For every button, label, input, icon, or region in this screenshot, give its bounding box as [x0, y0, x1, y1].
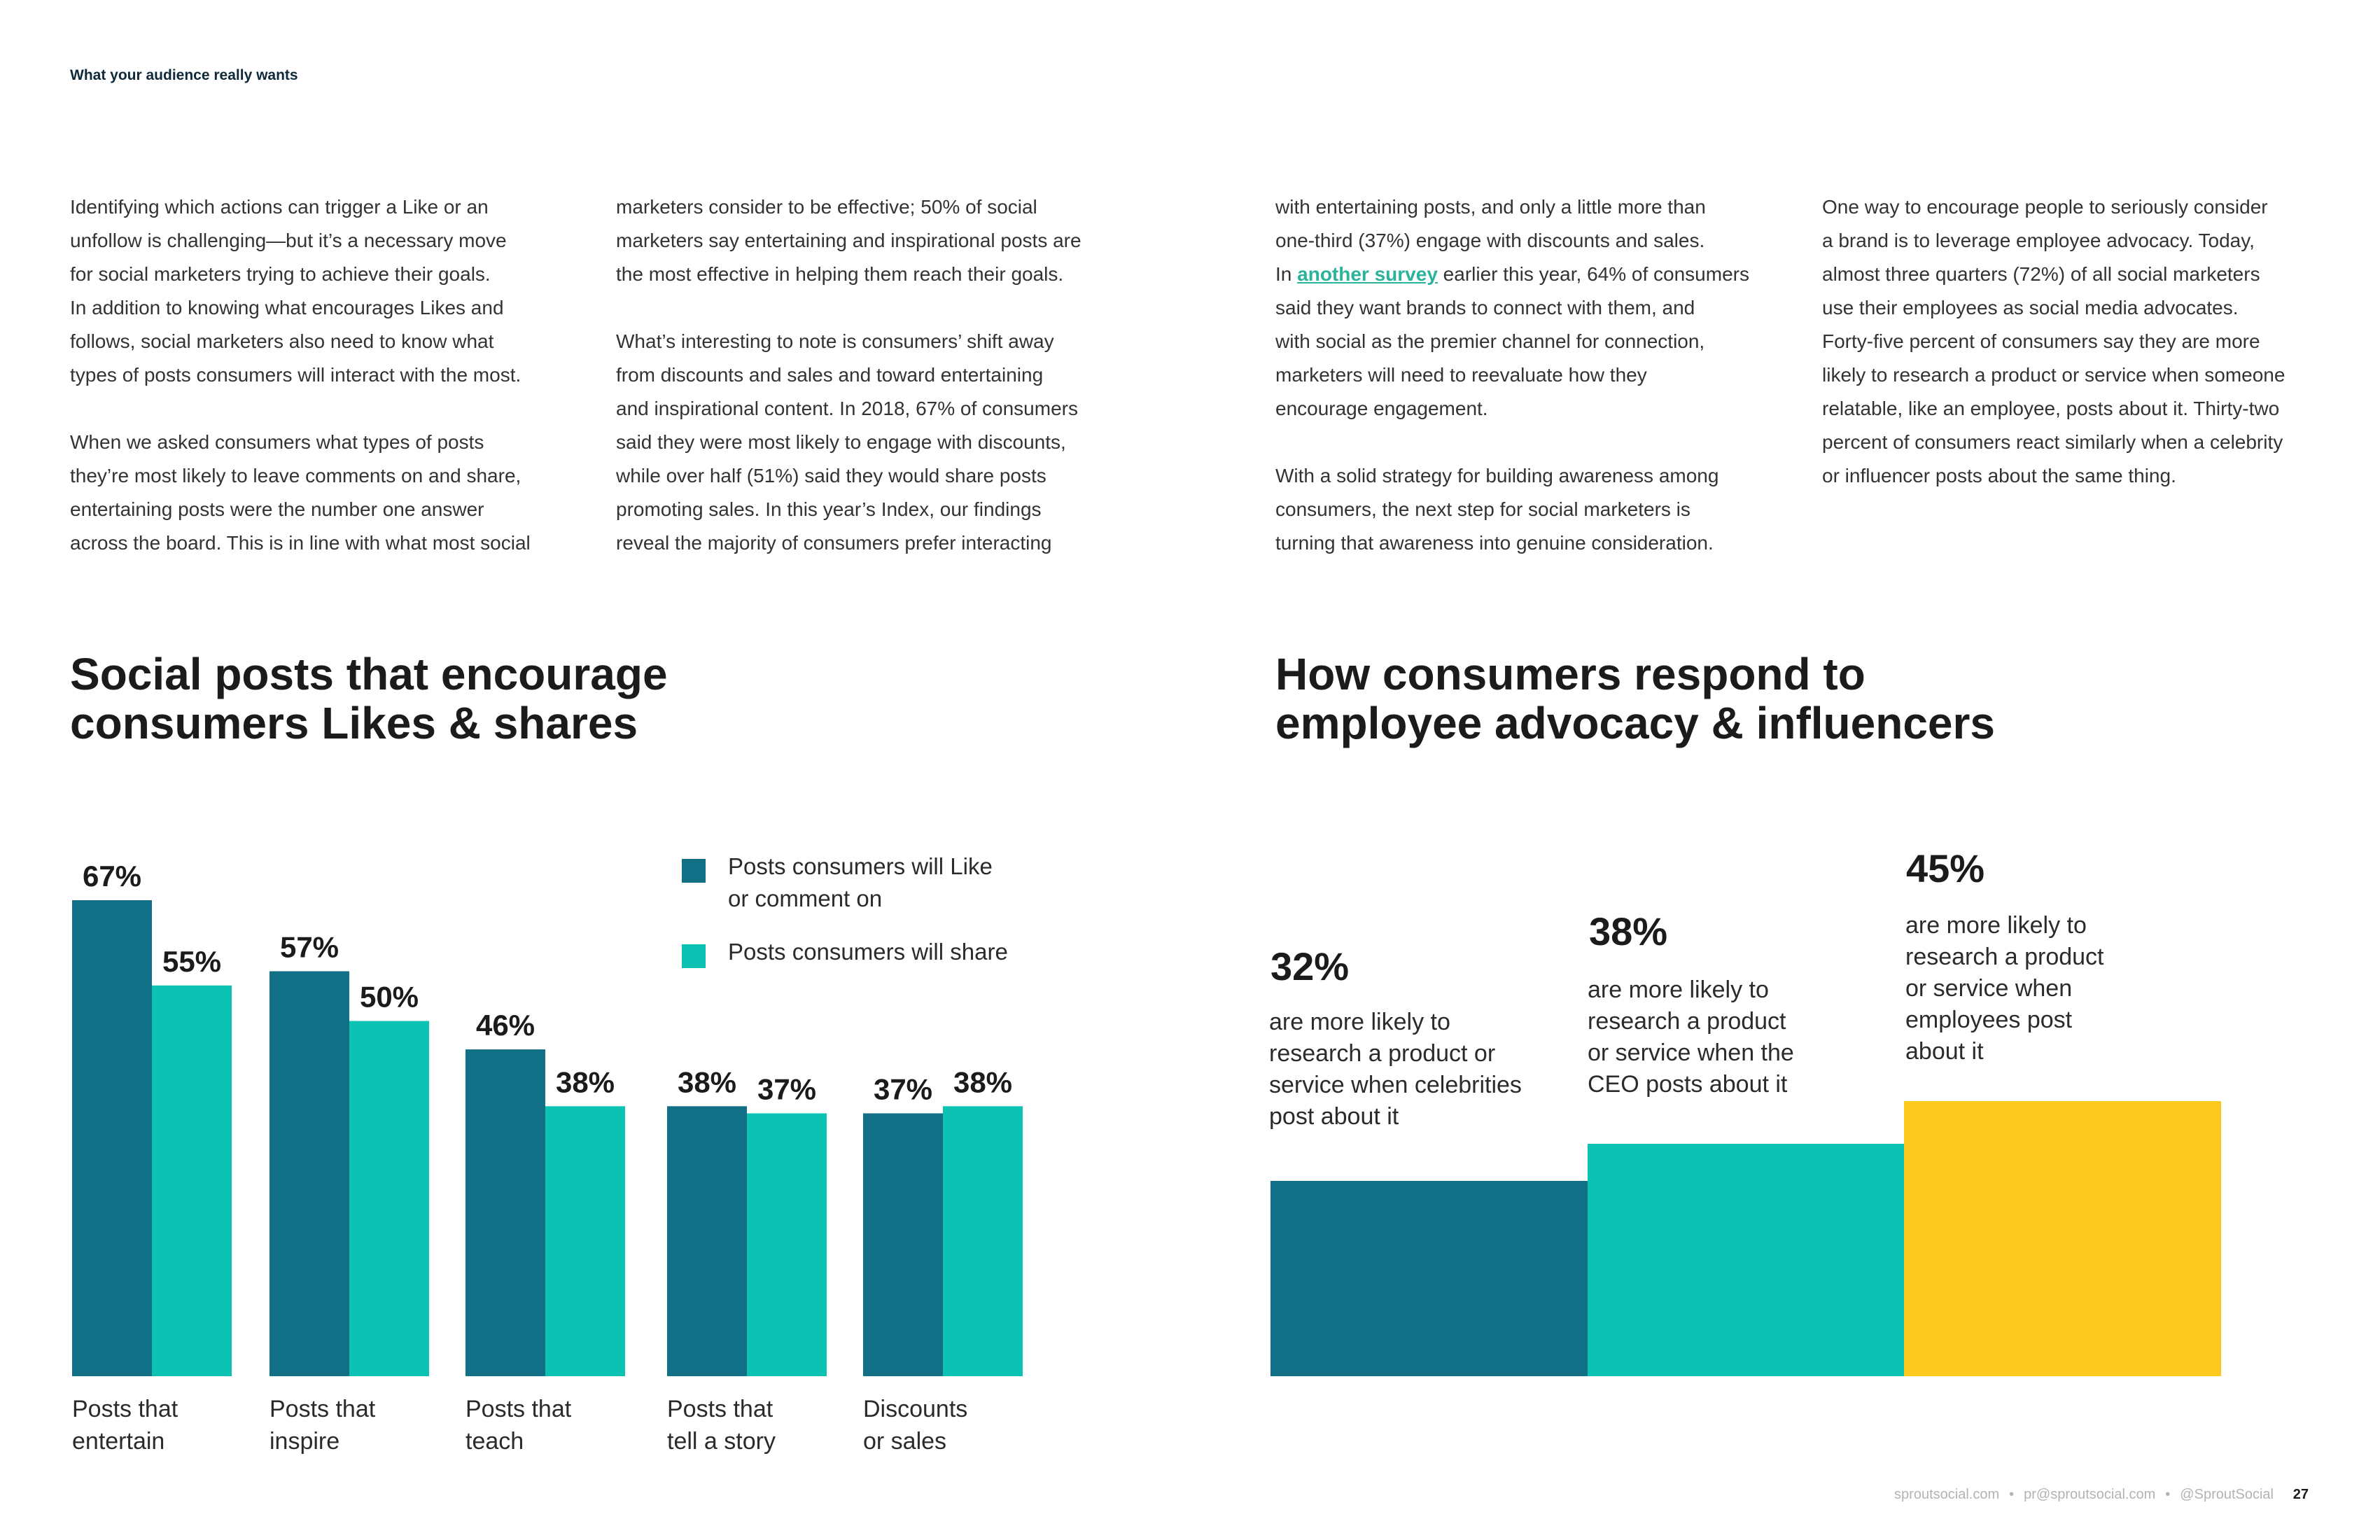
- legend-swatch-share: [682, 944, 706, 968]
- category-label: Posts that tell a story: [667, 1396, 776, 1455]
- bar-like-1: [270, 971, 349, 1376]
- text-column-3: with entertaining posts, and only a litt…: [1275, 190, 1786, 560]
- bar-share-0: [152, 985, 232, 1376]
- bar-value-label: 50%: [360, 981, 419, 1014]
- bar-value-label: 37%: [874, 1072, 932, 1105]
- advocacy-value-employees: 45%: [1906, 846, 1985, 890]
- legend-item-share: Posts consumers will share: [679, 936, 1008, 968]
- bar-value-label: 55%: [162, 945, 221, 978]
- bar-value-label: 38%: [678, 1065, 736, 1098]
- chart-left-title: Social posts that encourage consumers Lik…: [70, 649, 668, 748]
- footer-handle-link[interactable]: @SproutSocial: [2180, 1487, 2274, 1502]
- paragraph: marketers consider to be effective; 50% …: [616, 196, 1082, 285]
- footer-site-link[interactable]: sproutsocial.com: [1894, 1487, 2000, 1502]
- separator-dot-icon: •: [2165, 1487, 2171, 1502]
- category-label: Discounts or sales: [863, 1396, 968, 1455]
- advocacy-bar-employees: [1904, 1101, 2221, 1376]
- chart-legend: Posts consumers will Like or comment on …: [679, 850, 1008, 968]
- bar-share-1: [349, 1021, 429, 1376]
- bar-share-2: [545, 1106, 625, 1376]
- bar-value-label: 38%: [556, 1065, 615, 1098]
- bar-value-label: 37%: [757, 1072, 816, 1105]
- bar-like-4: [863, 1113, 943, 1376]
- category-label: Posts that entertain: [72, 1396, 178, 1455]
- text-column-2: marketers consider to be effective; 50% …: [616, 190, 1127, 560]
- text-column-1: Identifying which actions can trigger a …: [70, 190, 581, 560]
- advocacy-value-celebrities: 32%: [1270, 944, 1350, 988]
- advocacy-description-employees: are more likely to research a product or s…: [1905, 912, 2104, 1065]
- legend-swatch-like: [682, 859, 706, 883]
- likes-shares-bar-chart: 67% 57% 46% 38% 37% 55% 50% 38% 37% 38%: [72, 860, 1023, 1376]
- bar-value-label: 67%: [83, 860, 141, 892]
- category-label: Posts that inspire: [270, 1396, 376, 1455]
- advocacy-bar-celebrities: [1270, 1180, 1588, 1376]
- bar-value-label: 57%: [280, 930, 339, 963]
- bar-share-4: [943, 1106, 1023, 1376]
- legend-label: or comment on: [728, 886, 883, 911]
- legend-item-like: Posts consumers will Like or comment on: [679, 850, 1008, 915]
- another-survey-link[interactable]: another survey: [1297, 263, 1438, 285]
- advocacy-bar-ceo: [1588, 1144, 1904, 1376]
- footer-email-link[interactable]: pr@sproutsocial.com: [2024, 1487, 2156, 1502]
- bar-value-label: 46%: [476, 1009, 535, 1042]
- category-label: Posts that teach: [465, 1396, 572, 1455]
- bar-like-3: [667, 1106, 747, 1376]
- bar-like-0: [72, 900, 152, 1376]
- bar-share-3: [747, 1113, 827, 1376]
- paragraph: With a solid strategy for building aware…: [1275, 465, 1719, 554]
- page-number: 27: [2292, 1487, 2309, 1502]
- paragraph: What’s interesting to note is consumers’…: [616, 330, 1078, 554]
- legend-label: Posts consumers will share: [728, 939, 1008, 965]
- legend-label: Posts consumers will Like: [728, 853, 993, 879]
- chart-right-title: How consumers respond to employee advocac…: [1275, 649, 1995, 748]
- advocacy-description-celebrities: are more likely to research a product or s…: [1269, 1009, 1522, 1130]
- paragraph: Identifying which actions can trigger a …: [70, 196, 522, 386]
- bar-value-label: 38%: [953, 1065, 1012, 1098]
- bar-like-2: [465, 1049, 545, 1376]
- paragraph: with entertaining posts, and only a litt…: [1275, 196, 1749, 419]
- advocacy-description-ceo: are more likely to research a product or s…: [1588, 976, 1794, 1098]
- footer: sproutsocial.com • pr@sproutsocial.com • @Sp…: [1894, 1487, 2309, 1503]
- paragraph: When we asked consumers what types of po…: [70, 431, 531, 554]
- advocacy-value-ceo: 38%: [1589, 909, 1668, 953]
- section-header: What your audience really wants: [70, 67, 298, 83]
- paragraph: One way to encourage people to seriously…: [1822, 196, 2286, 486]
- separator-dot-icon: •: [2009, 1487, 2015, 1502]
- text-column-4: One way to encourage people to seriously…: [1822, 190, 2333, 493]
